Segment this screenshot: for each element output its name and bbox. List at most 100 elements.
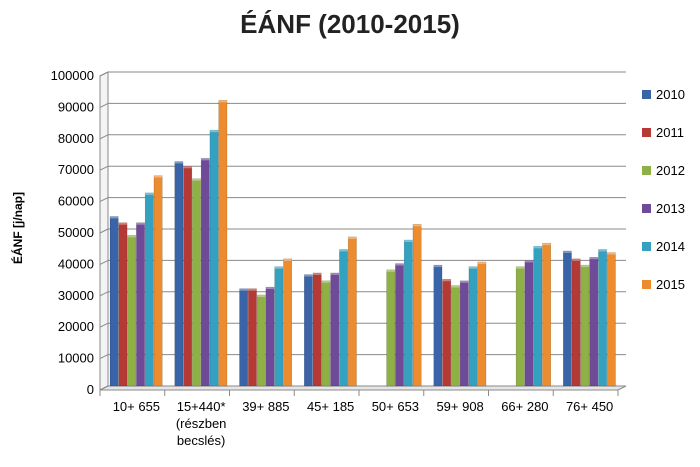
bar xyxy=(571,258,581,387)
bar xyxy=(218,100,228,387)
floor xyxy=(99,385,627,391)
gridline-depth xyxy=(99,165,109,171)
plot-area: 0 10000 20000 30000 40000 50000 60000 70000 8000… xyxy=(51,68,627,448)
x-category-label: 10+ 655 xyxy=(113,399,160,414)
bar xyxy=(442,278,452,387)
bar-highlight xyxy=(404,239,413,242)
legend-label: 2013 xyxy=(656,201,685,216)
bar xyxy=(136,222,145,387)
x-category-label: 15+440* xyxy=(177,399,226,414)
bar-highlight xyxy=(339,249,348,252)
y-tick-label: 100000 xyxy=(51,68,94,83)
bar-highlight xyxy=(201,158,210,161)
bar xyxy=(395,263,404,387)
bar-highlight xyxy=(174,161,184,164)
gridline-depth xyxy=(99,322,109,328)
bar xyxy=(209,129,219,387)
legend-label: 2011 xyxy=(656,125,684,140)
bar xyxy=(524,260,534,387)
y-tick-label: 90000 xyxy=(58,99,94,114)
legend-swatch xyxy=(642,204,651,213)
y-tick-label: 60000 xyxy=(58,194,94,209)
legend-label: 2014 xyxy=(656,239,685,254)
bar-highlight xyxy=(127,235,136,238)
bar-highlight xyxy=(395,263,404,266)
bar xyxy=(304,274,313,387)
bar-highlight xyxy=(239,288,248,291)
legend-label: 2010 xyxy=(656,87,685,102)
y-tick-label: 40000 xyxy=(58,256,94,271)
gridline-depth xyxy=(99,197,109,203)
gridline-depth xyxy=(99,102,109,108)
bar xyxy=(589,257,599,387)
bar-highlight xyxy=(386,269,395,272)
bar xyxy=(580,264,590,387)
bar xyxy=(153,175,163,387)
bar xyxy=(256,294,266,387)
bar-highlight xyxy=(451,285,460,288)
bar-highlight xyxy=(598,249,607,252)
bar xyxy=(274,266,284,387)
x-category-label: 76+ 450 xyxy=(566,399,613,414)
bar-highlight xyxy=(433,265,443,268)
bar xyxy=(451,285,460,387)
bar-highlight xyxy=(283,258,292,261)
bar xyxy=(174,161,184,387)
bar xyxy=(283,258,293,387)
bar-highlight xyxy=(248,288,257,291)
y-axis-label: ÉÁNF [j/nap] xyxy=(10,192,25,264)
bar xyxy=(433,264,443,387)
bar-highlight xyxy=(460,280,469,283)
bar-highlight xyxy=(145,192,154,195)
bar xyxy=(312,272,322,387)
y-tick-label: 0 xyxy=(87,382,94,397)
bar xyxy=(598,249,607,387)
bar-highlight xyxy=(533,246,542,249)
bar-highlight xyxy=(257,294,266,297)
bar xyxy=(200,158,210,387)
gridline-depth xyxy=(99,228,109,234)
x-category-label: 45+ 185 xyxy=(307,399,354,414)
bar xyxy=(515,266,525,387)
bar-highlight xyxy=(477,261,486,264)
y-tick-label: 20000 xyxy=(58,319,94,334)
gridline-depth xyxy=(99,71,109,77)
x-category-label: 59+ 908 xyxy=(436,399,483,414)
bar xyxy=(330,272,340,387)
bar xyxy=(183,165,193,387)
bar xyxy=(386,269,396,387)
bar-highlight xyxy=(209,130,219,133)
bar xyxy=(118,222,128,387)
bar-highlight xyxy=(516,266,525,269)
bar-highlight xyxy=(524,260,534,263)
y-tick-label: 50000 xyxy=(58,225,94,240)
bar xyxy=(477,261,487,387)
bar-highlight xyxy=(218,100,227,103)
bar-highlight xyxy=(136,222,145,225)
gridline-depth xyxy=(99,259,109,265)
bar xyxy=(542,242,551,387)
legend-swatch xyxy=(642,242,651,251)
bar xyxy=(127,235,137,387)
bar-highlight xyxy=(412,224,422,227)
bar-highlight xyxy=(563,250,572,253)
bar-highlight xyxy=(468,266,478,269)
bar-highlight xyxy=(313,272,322,275)
bar xyxy=(412,224,422,387)
legend-swatch xyxy=(642,90,651,99)
bar xyxy=(347,236,357,387)
gridline-depth xyxy=(99,291,109,297)
gridline-depth xyxy=(99,354,109,360)
y-tick-label: 10000 xyxy=(58,351,94,366)
legend: 2010 2011 2012 2013 2014 2015 xyxy=(642,87,685,292)
y-tick-label: 70000 xyxy=(58,162,94,177)
bar-highlight xyxy=(572,258,581,261)
bar-highlight xyxy=(442,279,451,282)
legend-swatch xyxy=(642,280,651,289)
bar xyxy=(248,288,257,387)
gridline-depth xyxy=(99,385,109,391)
bar-highlight xyxy=(330,272,339,275)
bar xyxy=(459,280,469,387)
